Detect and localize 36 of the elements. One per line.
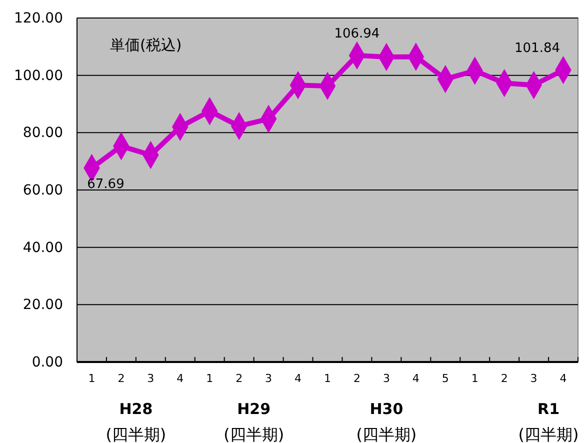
y-tick-label: 120.00 [14, 10, 63, 26]
x-tick-label: 1 [88, 372, 96, 385]
data-label: 101.84 [514, 41, 560, 56]
x-tick-label: 2 [353, 372, 360, 385]
x-tick-label: 4 [294, 372, 302, 385]
data-label: 67.69 [87, 176, 124, 192]
x-tick-label: 1 [206, 372, 214, 385]
text: 単価(税込) [110, 36, 182, 54]
text: H30 [370, 400, 404, 418]
text: (四半期) [356, 425, 417, 443]
y-tick-label: 20.00 [22, 297, 63, 314]
x-tick-label: 2 [118, 372, 125, 385]
x-tick-label: 3 [147, 372, 154, 385]
text: H28 [119, 400, 153, 418]
text: (四半期) [224, 425, 284, 443]
text: (四半期) [518, 425, 579, 443]
x-tick-label: 3 [530, 372, 538, 385]
text: (四半期) [106, 425, 166, 443]
text: R1 [538, 400, 560, 418]
x-tick-label: 3 [265, 372, 272, 385]
x-tick-label: 4 [560, 372, 567, 385]
x-tick-label: 1 [324, 372, 331, 385]
x-tick-label: 5 [442, 372, 449, 385]
x-tick-label: 1 [471, 372, 478, 385]
y-tick-label: 40.00 [22, 240, 63, 256]
text: H29 [237, 400, 271, 418]
x-tick-label: 2 [236, 372, 243, 385]
y-tick-label: 0.00 [32, 354, 63, 370]
y-tick-label: 60.00 [22, 182, 63, 198]
x-tick-label: 4 [412, 372, 420, 385]
x-tick-label: 2 [500, 372, 508, 385]
x-tick-label: 3 [382, 372, 390, 385]
data-label: 106.94 [334, 26, 380, 42]
y-tick-label: 80.00 [22, 125, 63, 142]
y-tick-label: 100.00 [14, 68, 63, 84]
x-tick-label: 4 [176, 372, 184, 385]
